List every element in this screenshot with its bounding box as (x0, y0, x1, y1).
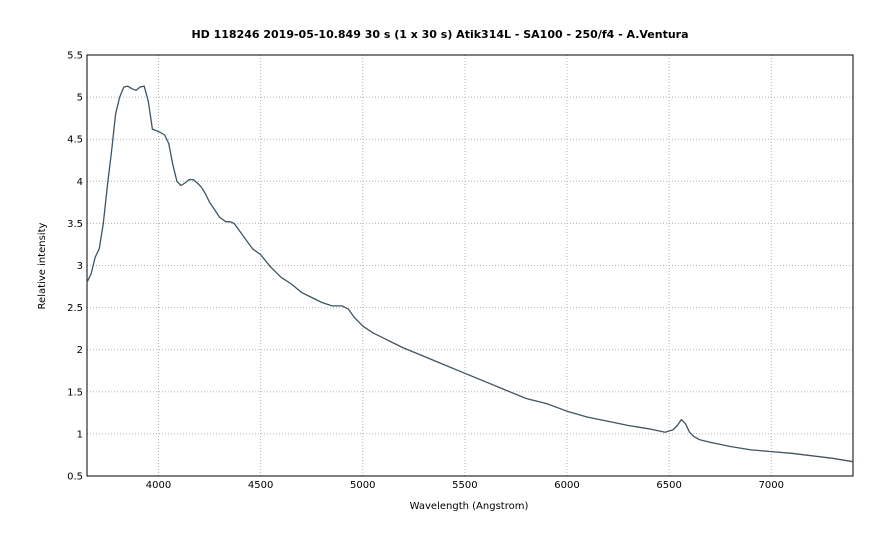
y-tick-label: 5.5 (67, 51, 83, 62)
y-tick-label: 3 (77, 261, 83, 272)
x-axis-ticks: 4000 4500 5000 5500 6000 6500 7000 (146, 480, 784, 491)
y-tick-label: 4.5 (67, 135, 83, 146)
y-tick-label: 4 (77, 177, 83, 188)
y-tick-label: 1.5 (67, 387, 83, 398)
y-axis-label: Relative intensity (37, 222, 48, 309)
plot-area-frame (86, 54, 854, 477)
grid-lines (87, 55, 853, 476)
x-tick-label: 6500 (656, 480, 681, 491)
spectrum-line (86, 85, 854, 463)
y-tick-label: 0.5 (67, 472, 83, 483)
x-tick-label: 6000 (554, 480, 579, 491)
y-axis-ticks: 0.5 1 1.5 2 2.5 3 3.5 4 4.5 5 5.5 (67, 51, 83, 483)
x-tick-label: 5500 (452, 480, 477, 491)
x-tick-label: 7000 (759, 480, 784, 491)
y-tick-label: 3.5 (67, 219, 83, 230)
x-axis-label: Wavelength (Angstrom) (410, 501, 529, 512)
x-tick-label: 4500 (248, 480, 273, 491)
x-tick-label: 4000 (146, 480, 171, 491)
y-tick-label: 5 (77, 93, 83, 104)
chart-title: HD 118246 2019-05-10.849 30 s (1 x 30 s)… (191, 28, 688, 41)
y-tick-label: 1 (77, 429, 83, 440)
y-tick-label: 2 (77, 345, 83, 356)
x-tick-label: 5000 (350, 480, 375, 491)
y-tick-label: 2.5 (67, 303, 83, 314)
